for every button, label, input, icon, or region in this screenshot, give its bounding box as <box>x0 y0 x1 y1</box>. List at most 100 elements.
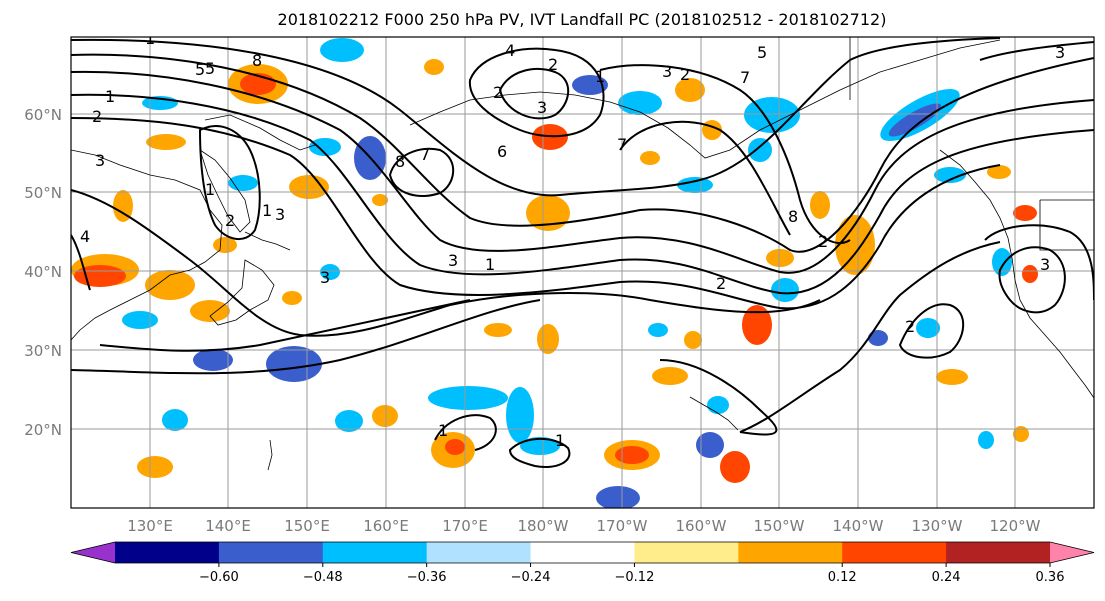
positive-anomaly <box>766 249 794 267</box>
contour-label: 8 <box>395 152 405 171</box>
contour-line <box>434 414 497 451</box>
negative-anomaly <box>309 138 341 156</box>
negative-anomaly <box>320 264 340 280</box>
colorbar-segment <box>218 542 324 563</box>
contour-label: 2 <box>225 211 235 230</box>
negative-anomaly <box>193 349 233 371</box>
contour-label: 7 <box>617 135 627 154</box>
lon-label: 180°W <box>518 517 569 535</box>
kuril-islands <box>244 231 291 251</box>
negative-anomaly <box>916 318 940 338</box>
positive-anomaly <box>936 369 968 385</box>
negative-anomaly <box>696 432 724 458</box>
north-america-coastline <box>939 149 1094 399</box>
colorbar-segments <box>70 541 1095 564</box>
negative-anomaly <box>596 486 640 508</box>
positive-anomaly <box>526 195 570 231</box>
contour-label: 3 <box>448 251 458 270</box>
negative-anomaly <box>506 387 534 443</box>
contour-line <box>898 303 965 359</box>
negative-anomaly <box>572 75 608 95</box>
negative-anomaly <box>868 330 888 346</box>
lat-label: 20°N <box>24 421 62 439</box>
contour-label: 4 <box>505 41 515 60</box>
contour-label: 2 <box>905 317 915 336</box>
contour-label: 1 <box>555 431 565 450</box>
map-panel: 5 8 1 2 3 1 2 4 5 3 4 3 2 7 6 7 8 8 5 7 <box>24 29 1095 535</box>
positive-anomaly <box>742 305 772 345</box>
colorbar-segment <box>426 542 532 563</box>
anomaly-shading <box>71 38 1038 508</box>
colorbar-extend-high <box>1050 542 1094 563</box>
positive-anomaly <box>113 190 133 222</box>
colorbar-tick-label: 0.12 <box>828 570 857 585</box>
contour-label: 5 <box>195 60 205 79</box>
positive-anomaly <box>282 291 302 305</box>
contour-label: 1 <box>595 67 605 86</box>
positive-anomaly-core <box>445 439 465 455</box>
contour-line <box>388 147 455 197</box>
positive-anomaly-core <box>615 446 649 464</box>
positive-anomaly <box>213 237 237 253</box>
colorbar-tick-label: 0.24 <box>932 570 961 585</box>
positive-anomaly <box>835 215 875 275</box>
lon-label: 150°E <box>284 517 330 535</box>
colorbar-tick-label: −0.24 <box>511 570 551 585</box>
lon-label: 120°W <box>990 517 1041 535</box>
contour-line <box>619 120 791 236</box>
negative-anomaly <box>428 386 508 410</box>
positive-anomaly-core <box>74 265 126 287</box>
colorbar-segment <box>738 542 843 563</box>
lon-label: 130°W <box>912 517 963 535</box>
contour-label: 8 <box>788 207 798 226</box>
negative-anomaly <box>335 410 363 432</box>
positive-anomaly <box>484 323 512 337</box>
positive-anomaly <box>720 451 750 483</box>
contour-label: 1 <box>205 180 215 199</box>
positive-anomaly <box>675 78 705 102</box>
colorbar-tick-label: 0.36 <box>1036 570 1065 585</box>
contour-label: 1 <box>438 421 448 440</box>
contour-label: 1 <box>485 255 495 274</box>
lat-label: 40°N <box>24 263 62 281</box>
contour-line <box>979 41 1094 61</box>
negative-anomaly <box>320 38 364 62</box>
contour-label: 6 <box>497 142 507 161</box>
negative-anomaly <box>162 409 188 431</box>
contour-line <box>508 437 571 468</box>
lon-label: 130°E <box>127 517 173 535</box>
contour-line <box>998 246 1066 314</box>
positive-anomaly <box>1022 265 1038 283</box>
contour-label: 3 <box>662 62 672 81</box>
contour-label: 3 <box>1055 43 1065 62</box>
positive-anomaly <box>145 270 195 300</box>
negative-anomaly <box>978 431 994 449</box>
negative-anomaly <box>520 437 560 455</box>
contour-line <box>71 117 1001 310</box>
negative-anomaly <box>707 396 729 414</box>
longitude-labels: 130°E 140°E 150°E 160°E 170°E 180°W 170°… <box>127 517 1040 535</box>
positive-anomaly <box>372 194 388 206</box>
contour-label: 1 <box>145 29 155 48</box>
contour-label: 3 <box>275 205 285 224</box>
negative-anomaly <box>771 278 799 302</box>
colorbar-tick-label: −0.48 <box>303 570 343 585</box>
positive-anomaly <box>372 405 398 427</box>
colorbar-tick-label: −0.36 <box>407 570 447 585</box>
lat-label: 60°N <box>24 106 62 124</box>
lon-label: 140°E <box>205 517 251 535</box>
lon-label: 160°W <box>676 517 727 535</box>
negative-anomaly <box>888 103 942 137</box>
contour-label: 2 <box>716 274 726 293</box>
contour-label: 1 <box>262 201 272 220</box>
colorbar-segment <box>946 542 1051 563</box>
contour-line <box>498 68 570 120</box>
contour-label: 2 <box>818 232 828 251</box>
figure-title: 2018102212 F000 250 hPa PV, IVT Landfall… <box>278 10 887 29</box>
alaska-coastline <box>409 39 1001 159</box>
graticule <box>71 37 1094 508</box>
contour-label: 2 <box>548 55 558 74</box>
contour-line <box>659 241 1001 436</box>
contour-label: 8 <box>252 51 262 70</box>
